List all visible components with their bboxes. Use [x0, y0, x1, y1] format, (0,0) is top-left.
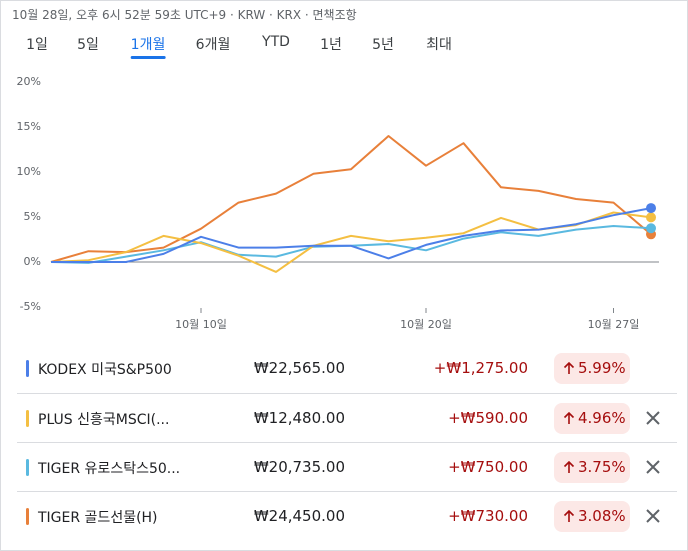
change: +₩1,275.00	[433, 359, 528, 377]
series-line	[50, 211, 652, 273]
row: TIGER 유로스탁스50... ₩20,735.00 +₩750.00 3.75%	[17, 442, 677, 492]
series-line	[50, 135, 652, 263]
end-dot	[646, 203, 656, 214]
series-line	[50, 225, 652, 264]
up-arrow	[563, 412, 575, 424]
name: TIGER 유로스탁스50...	[38, 461, 181, 477]
y-tick-label: 10%	[17, 165, 41, 178]
change-pct: 3.75%	[554, 452, 630, 483]
up-arrow	[563, 461, 575, 473]
series-line	[51, 207, 652, 263]
legend-color	[26, 508, 29, 525]
up-arrow	[563, 362, 575, 374]
row: PLUS 신흥국MSCI(... ₩12,480.00 +₩590.00 4.96%	[17, 393, 677, 443]
remove-button[interactable]	[644, 507, 662, 529]
legend-color	[26, 459, 29, 476]
close-icon[interactable]	[644, 409, 662, 427]
tab[interactable]: 5년	[372, 37, 394, 53]
tab[interactable]: 6개월	[195, 37, 231, 53]
change-pct-text: 5.99%	[578, 359, 626, 377]
up-arrow	[563, 510, 575, 522]
price: ₩12,480.00	[253, 409, 345, 427]
name: KODEX 미국S&P500	[38, 362, 172, 378]
change-pct: 5.99%	[554, 353, 630, 384]
tab[interactable]: 1일	[26, 37, 48, 53]
y-tick-label: 5%	[24, 210, 41, 223]
legend-color	[26, 410, 29, 427]
x-tick-label: 10월 27일	[588, 317, 640, 331]
tab[interactable]: 최대	[426, 37, 452, 53]
close-icon[interactable]	[644, 507, 662, 525]
change: +₩750.00	[448, 458, 528, 476]
change-pct-text: 3.75%	[578, 458, 626, 476]
x-tick-label: 10월 10일	[175, 317, 227, 331]
price: ₩20,735.00	[253, 458, 345, 476]
end-dot	[646, 212, 656, 223]
change-pct-text: 3.08%	[578, 507, 626, 525]
remove-button[interactable]	[644, 409, 662, 431]
y-tick-label: 0%	[24, 255, 41, 268]
tab[interactable]: YTD	[262, 34, 290, 50]
price: ₩24,450.00	[253, 507, 345, 525]
close-icon[interactable]	[644, 458, 662, 476]
y-tick-label: 15%	[17, 120, 41, 133]
y-tick-label: 20%	[17, 75, 41, 88]
end-dot	[646, 223, 656, 234]
price: ₩22,565.00	[253, 359, 345, 377]
name: PLUS 신흥국MSCI(...	[38, 412, 170, 428]
row: KODEX 미국S&P500 ₩22,565.00 +₩1,275.00 5.99%	[17, 344, 677, 393]
tab[interactable]: 1년	[320, 37, 342, 53]
change: +₩590.00	[448, 409, 528, 427]
timestamp: 10월 28일, 오후 6시 52분 59초 UTC+9 · KRW · KRX…	[12, 8, 357, 22]
chart: -5% 0% 5% 10% 15% 20% 10월 10일 10월 20일 10월 27일	[17, 75, 659, 331]
y-tick-label: -5%	[20, 300, 41, 313]
change-pct-text: 4.96%	[578, 409, 626, 427]
change-pct: 3.08%	[554, 501, 630, 532]
row: TIGER 골드선물(H) ₩24,450.00 +₩730.00 3.08%	[17, 491, 677, 541]
tab[interactable]: 5일	[77, 37, 99, 53]
change-pct: 4.96%	[554, 403, 630, 434]
change: +₩730.00	[448, 507, 528, 525]
legend-color	[26, 360, 29, 377]
remove-button[interactable]	[644, 458, 662, 480]
tab[interactable]: 1개월	[130, 34, 165, 59]
name: TIGER 골드선물(H)	[38, 510, 158, 526]
x-tick-label: 10월 20일	[400, 317, 452, 331]
